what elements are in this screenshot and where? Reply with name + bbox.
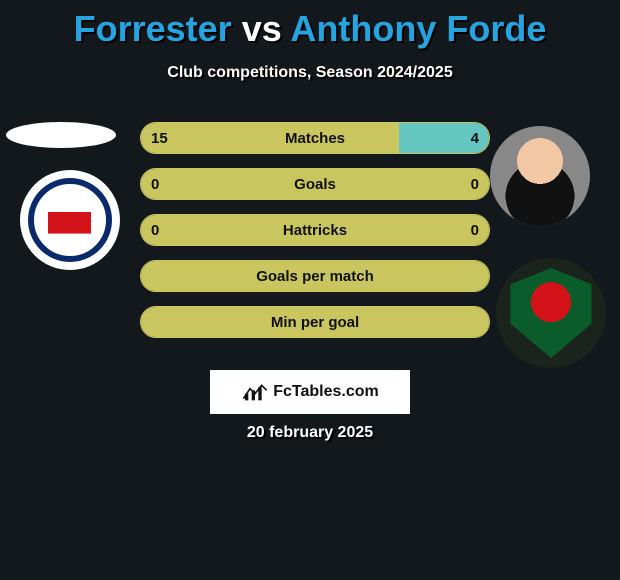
stat-value-right: 0: [461, 169, 489, 199]
stat-bar-left: [141, 307, 489, 337]
stat-bar-left: [141, 215, 489, 245]
stat-row: 00Goals: [140, 168, 490, 200]
avatar-left: [6, 122, 116, 148]
stat-row: 00Hattricks: [140, 214, 490, 246]
stat-row: Min per goal: [140, 306, 490, 338]
page-title: Forrester vs Anthony Forde: [0, 0, 620, 50]
brand-text-rest: Tables.com: [292, 383, 379, 400]
stat-bar-left: [141, 261, 489, 291]
brand-badge[interactable]: FcTables.com: [210, 370, 410, 414]
title-player-right: Anthony Forde: [290, 8, 546, 49]
stat-value-left: 0: [141, 169, 169, 199]
stat-row: 154Matches: [140, 122, 490, 154]
comparison-card: Forrester vs Anthony Forde Club competit…: [0, 0, 620, 580]
stat-value-right: 0: [461, 215, 489, 245]
club-badge-right: [496, 258, 606, 368]
stat-row: Goals per match: [140, 260, 490, 292]
stat-bar-left: [141, 123, 399, 153]
stat-value-left: 15: [141, 123, 178, 153]
brand-chart-icon: [241, 382, 269, 402]
subtitle: Club competitions, Season 2024/2025: [0, 64, 620, 82]
stat-bar-left: [141, 169, 489, 199]
title-vs: vs: [242, 8, 282, 49]
stat-value-right: 4: [461, 123, 489, 153]
club-badge-left: [20, 170, 120, 270]
footer-date: 20 february 2025: [0, 424, 620, 442]
stat-value-left: 0: [141, 215, 169, 245]
brand-text: FcTables.com: [273, 383, 379, 401]
avatar-right: [490, 126, 590, 226]
brand-text-pre: Fc: [273, 383, 292, 400]
stats-container: 154Matches00Goals00HattricksGoals per ma…: [140, 122, 490, 352]
title-player-left: Forrester: [74, 8, 232, 49]
